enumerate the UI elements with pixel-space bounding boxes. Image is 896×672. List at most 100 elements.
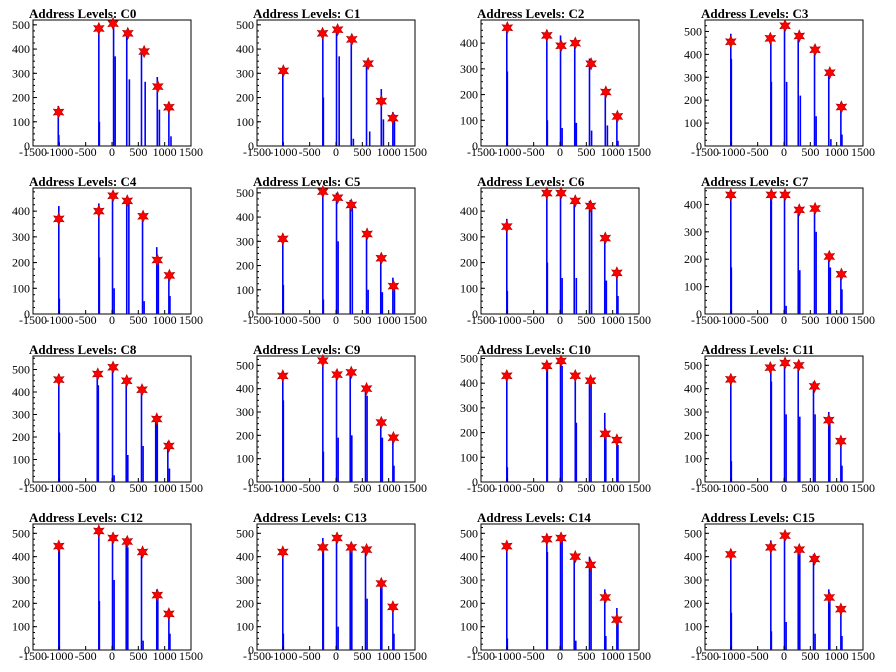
peak-marker xyxy=(331,22,344,37)
peak-marker xyxy=(835,100,848,114)
peak-marker xyxy=(107,188,119,203)
y-tick-label: 400 xyxy=(460,550,478,564)
x-tick-label: -500 xyxy=(747,649,769,663)
y-tick-label: 400 xyxy=(684,197,702,211)
x-tick-label: 1500 xyxy=(851,145,875,159)
y-tick-label: 100 xyxy=(684,280,702,294)
peak-marker xyxy=(137,209,149,224)
peak-marker xyxy=(375,576,388,591)
peak-marker xyxy=(569,194,582,208)
chart-panel: Address Levels: C11 0 100 200 300 400 500 -1500… xyxy=(672,336,896,504)
chart-panel: Address Levels: C7 0 100 200 300 400 -1500 -100… xyxy=(672,168,896,336)
y-tick-label: 200 xyxy=(12,256,30,270)
y-tick-label: 300 xyxy=(684,573,702,587)
peak-marker xyxy=(387,600,399,614)
peak-marker xyxy=(345,198,358,212)
peak-marker xyxy=(362,56,374,71)
peak-marker xyxy=(599,231,612,245)
y-tick-label: 400 xyxy=(684,47,702,61)
peak-marker xyxy=(793,542,806,557)
x-tick-label: 0 xyxy=(333,481,339,495)
chart-panel: Address Levels: C14 0 100 200 300 400 500 -1500… xyxy=(448,504,672,672)
chart-svg: Address Levels: C13 0 100 200 300 400 500 -1500… xyxy=(236,510,427,663)
peak-marker xyxy=(599,85,612,99)
peak-marker xyxy=(540,359,553,373)
y-tick-label: 200 xyxy=(460,256,478,270)
x-tick-label: -1500 xyxy=(691,481,719,495)
peak-marker xyxy=(569,36,582,50)
chart-title: Address Levels: C0 xyxy=(29,6,136,21)
x-tick-label: 1000 xyxy=(601,649,625,663)
y-tick-label: 0 xyxy=(696,307,702,321)
chart-panel: Address Levels: C0 0 100 200 300 400 500 -1500-… xyxy=(0,0,224,168)
peak-marker xyxy=(793,203,806,217)
y-tick-label: 500 xyxy=(460,526,478,540)
x-tick-label: 1500 xyxy=(851,481,875,495)
chart-panel: Address Levels: C12 0 100 200 300 400 500 -1500… xyxy=(0,504,224,672)
x-tick-label: 500 xyxy=(577,481,595,495)
y-tick-label: 0 xyxy=(24,139,30,153)
peak-marker xyxy=(121,26,134,41)
y-tick-label: 400 xyxy=(12,42,30,56)
y-tick-label: 0 xyxy=(472,643,478,657)
x-tick-label: -500 xyxy=(299,145,321,159)
y-tick-label: 500 xyxy=(12,18,30,32)
x-tick-label: -1000 xyxy=(45,145,73,159)
x-tick-label: -500 xyxy=(747,313,769,327)
peak-marker xyxy=(569,549,582,564)
peak-marker xyxy=(555,186,567,200)
x-tick-label: 1500 xyxy=(179,313,203,327)
y-tick-label: 0 xyxy=(248,307,254,321)
y-tick-label: 500 xyxy=(236,358,254,372)
chart-title: Address Levels: C10 xyxy=(477,342,591,357)
chart-panel: Address Levels: C8 0 100 200 300 400 500 -1500-… xyxy=(0,336,224,504)
x-tick-label: 500 xyxy=(353,649,371,663)
y-tick-label: 500 xyxy=(236,526,254,540)
peak-marker xyxy=(52,539,65,553)
x-tick-label: -1500 xyxy=(691,145,719,159)
x-tick-label: -500 xyxy=(75,649,97,663)
x-tick-label: -1000 xyxy=(493,481,521,495)
peak-marker xyxy=(52,105,65,119)
x-tick-label: -1000 xyxy=(269,649,297,663)
x-tick-label: 1000 xyxy=(601,313,625,327)
x-tick-label: 0 xyxy=(109,145,115,159)
y-tick-label: 100 xyxy=(460,281,478,295)
y-tick-label: 0 xyxy=(248,643,254,657)
y-tick-label: 200 xyxy=(236,428,254,442)
x-tick-label: -500 xyxy=(299,649,321,663)
x-tick-label: -500 xyxy=(75,481,97,495)
peak-marker xyxy=(584,373,597,388)
x-tick-label: 1500 xyxy=(403,481,427,495)
x-tick-label: -1000 xyxy=(717,649,745,663)
x-tick-label: -500 xyxy=(299,481,321,495)
x-tick-label: 1000 xyxy=(825,313,849,327)
x-tick-label: 1000 xyxy=(153,313,177,327)
peak-marker xyxy=(120,374,133,388)
peak-marker xyxy=(500,539,513,553)
x-tick-label: 0 xyxy=(557,649,563,663)
x-tick-label: 1500 xyxy=(851,313,875,327)
y-tick-label: 100 xyxy=(236,620,254,634)
y-tick-label: 500 xyxy=(236,18,254,32)
chart-title: Address Levels: C14 xyxy=(477,510,591,525)
x-tick-label: 1000 xyxy=(153,649,177,663)
peak-marker xyxy=(91,367,104,381)
peak-marker xyxy=(809,43,821,57)
peak-marker xyxy=(611,433,623,447)
x-tick-label: 0 xyxy=(781,145,787,159)
chart-panel: Address Levels: C5 0 100 200 300 400 500 -1500-… xyxy=(224,168,448,336)
peak-marker xyxy=(823,65,836,80)
x-tick-label: 0 xyxy=(557,145,563,159)
y-tick-label: 200 xyxy=(684,596,702,610)
peak-marker xyxy=(724,188,737,202)
peak-marker xyxy=(823,590,836,605)
peak-marker xyxy=(599,590,612,605)
x-tick-label: -1000 xyxy=(717,145,745,159)
peak-marker xyxy=(151,253,164,267)
peak-marker xyxy=(150,412,163,426)
y-tick-label: 100 xyxy=(684,620,702,634)
chart-svg: Address Levels: C90100200300400500-1500-… xyxy=(236,342,427,495)
y-tick-label: 300 xyxy=(460,401,478,415)
